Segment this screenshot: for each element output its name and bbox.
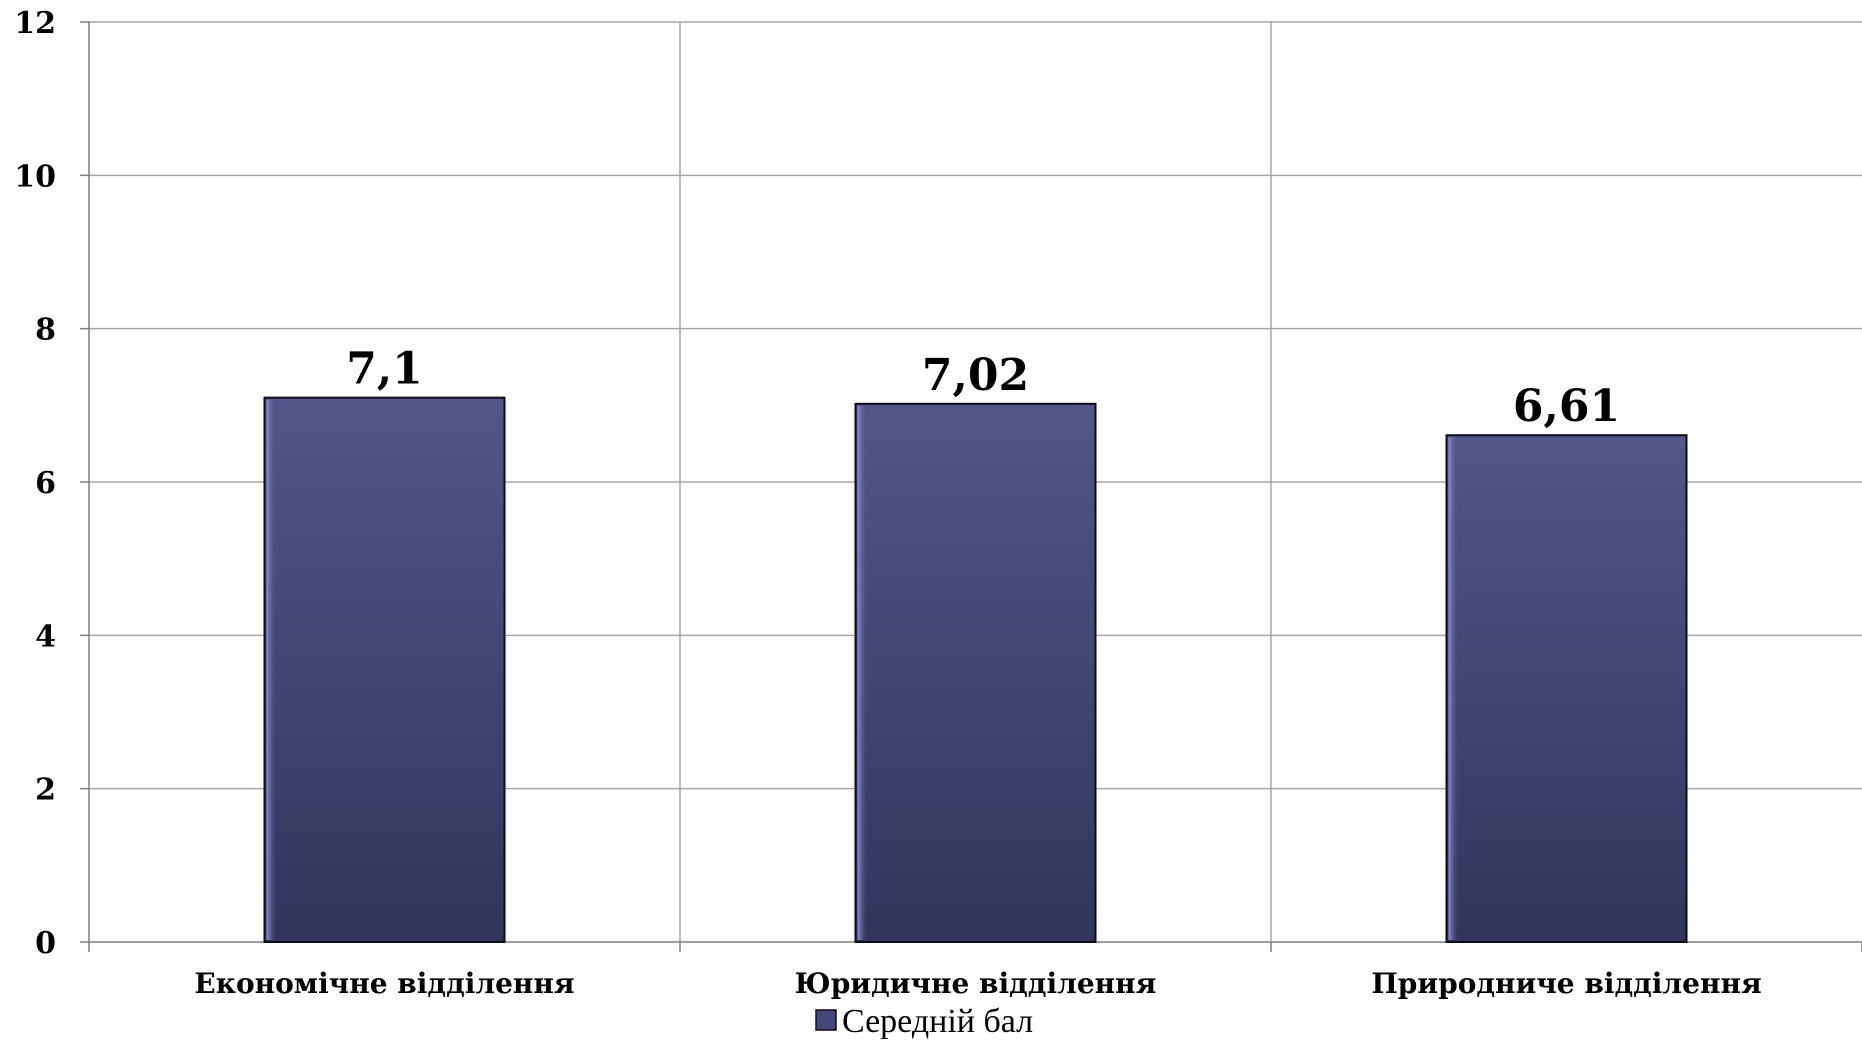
legend-label: Середній бал bbox=[842, 1003, 1033, 1040]
data-label: 7,1 bbox=[346, 344, 423, 395]
bar-highlight bbox=[266, 399, 277, 941]
y-tick-label: 2 bbox=[35, 773, 56, 808]
bar bbox=[1445, 434, 1688, 943]
x-category-label: Економічне відділення bbox=[194, 967, 574, 1000]
x-category-label: Природниче відділення bbox=[1371, 967, 1761, 1000]
bar-group bbox=[1445, 434, 1688, 943]
legend-swatch bbox=[815, 1009, 837, 1031]
bar-group bbox=[854, 402, 1097, 943]
y-tick-label: 12 bbox=[14, 6, 56, 41]
y-tick-label: 10 bbox=[14, 159, 56, 194]
bar-group bbox=[263, 396, 506, 943]
y-tick-label: 0 bbox=[35, 926, 56, 961]
y-tick-label: 8 bbox=[35, 313, 56, 348]
bars bbox=[263, 396, 1688, 943]
data-label: 7,02 bbox=[922, 350, 1029, 401]
bar-highlight bbox=[857, 405, 868, 940]
x-category-label: Юридичне відділення bbox=[795, 967, 1157, 1000]
legend: Середній бал bbox=[815, 1003, 1033, 1040]
bar bbox=[263, 396, 506, 943]
bar bbox=[854, 402, 1097, 943]
bar-highlight bbox=[1448, 437, 1459, 940]
labels: 0 2 4 6 8 10 12 7,1 Економічне відділення 7,02 Юри… bbox=[14, 6, 1761, 1000]
y-tick-label: 6 bbox=[35, 466, 56, 501]
data-label: 6,61 bbox=[1513, 381, 1620, 432]
y-tick-label: 4 bbox=[35, 619, 56, 654]
